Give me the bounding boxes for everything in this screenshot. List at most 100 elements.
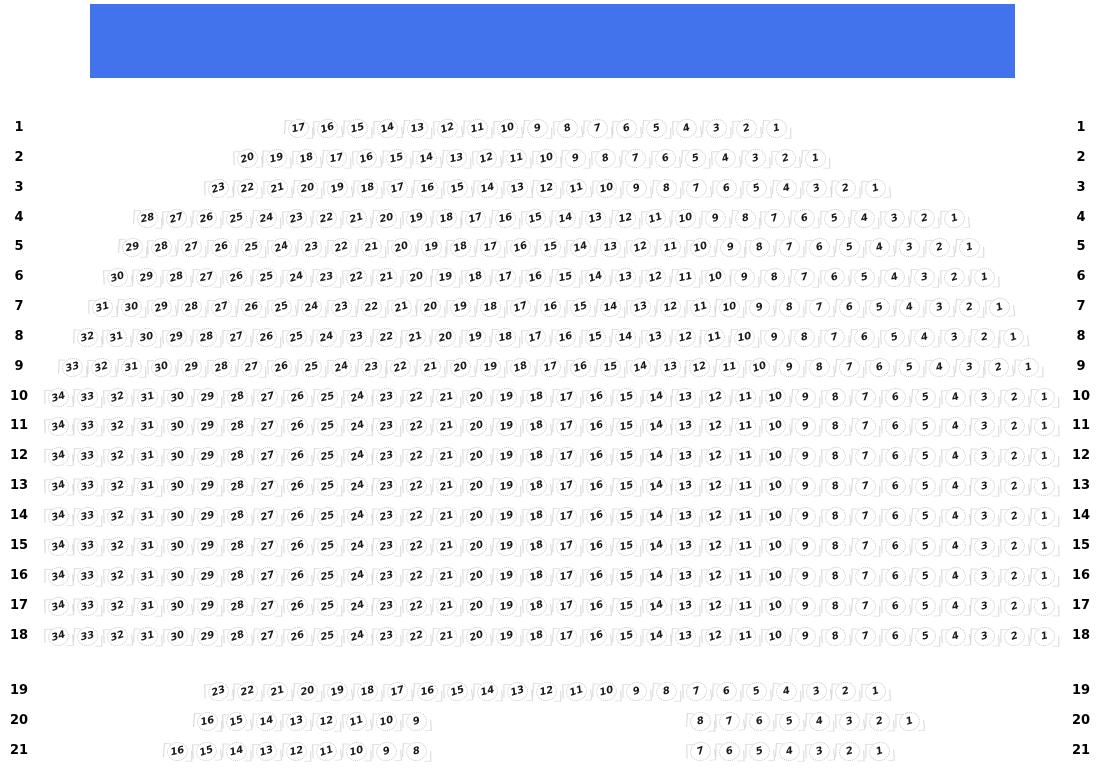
seat[interactable]: 10: [732, 325, 758, 349]
seat[interactable]: 8: [654, 679, 679, 703]
seat[interactable]: 16: [583, 623, 610, 649]
seat[interactable]: 21: [434, 624, 459, 648]
seat[interactable]: 9: [563, 146, 589, 170]
seat[interactable]: 32: [105, 593, 131, 619]
seat[interactable]: 24: [344, 443, 370, 469]
seat[interactable]: 14: [254, 709, 280, 733]
seat[interactable]: 20: [295, 679, 320, 703]
seat[interactable]: 21: [343, 205, 370, 231]
seat[interactable]: 16: [353, 145, 380, 171]
seat[interactable]: 15: [613, 414, 639, 438]
seat[interactable]: 6: [747, 709, 773, 733]
seat[interactable]: 12: [473, 145, 500, 171]
seat[interactable]: 17: [384, 175, 411, 201]
seat[interactable]: 22: [343, 264, 370, 290]
seat[interactable]: 2: [833, 679, 859, 703]
seat[interactable]: 24: [283, 264, 310, 290]
seat[interactable]: 1: [1000, 324, 1027, 350]
seat[interactable]: 21: [434, 444, 459, 468]
seat[interactable]: 25: [314, 474, 340, 498]
seat[interactable]: 4: [911, 325, 937, 349]
seat[interactable]: 12: [534, 679, 560, 703]
seat[interactable]: 11: [672, 265, 698, 289]
seat[interactable]: 11: [733, 534, 758, 558]
seat[interactable]: 3: [881, 205, 908, 231]
seat[interactable]: 25: [314, 444, 340, 468]
seat[interactable]: 8: [592, 145, 619, 171]
seat[interactable]: 30: [134, 325, 160, 349]
seat[interactable]: 26: [194, 206, 220, 230]
seat[interactable]: 5: [683, 146, 708, 170]
seat[interactable]: 6: [882, 533, 909, 559]
seat[interactable]: 6: [806, 234, 833, 260]
seat[interactable]: 12: [314, 709, 339, 733]
seat[interactable]: 33: [75, 534, 101, 558]
seat[interactable]: 16: [583, 563, 610, 589]
seat[interactable]: 21: [265, 175, 291, 201]
seat[interactable]: 6: [614, 115, 640, 141]
seat[interactable]: 22: [404, 443, 430, 469]
seat[interactable]: 25: [223, 205, 250, 231]
seat[interactable]: 34: [45, 593, 71, 619]
seat[interactable]: 29: [148, 294, 175, 320]
seat[interactable]: 12: [657, 295, 683, 319]
seat[interactable]: 34: [45, 503, 71, 529]
seat[interactable]: 19: [494, 504, 519, 528]
seat[interactable]: 2: [866, 709, 892, 733]
seat[interactable]: 14: [643, 503, 669, 529]
seat[interactable]: 24: [344, 384, 370, 410]
seat[interactable]: 29: [195, 414, 220, 438]
seat[interactable]: 16: [583, 473, 609, 499]
seat[interactable]: 18: [523, 593, 550, 619]
seat[interactable]: 32: [105, 473, 131, 499]
seat[interactable]: 21: [434, 504, 459, 528]
seat[interactable]: 17: [478, 235, 504, 259]
seat[interactable]: 31: [119, 355, 145, 379]
seat[interactable]: 5: [743, 678, 769, 704]
seat[interactable]: 18: [294, 145, 320, 171]
seat[interactable]: 1: [1032, 414, 1058, 438]
seat[interactable]: 14: [643, 623, 669, 649]
seat[interactable]: 5: [743, 175, 769, 201]
seat[interactable]: 2: [772, 145, 798, 171]
seat[interactable]: 4: [942, 593, 968, 619]
seat[interactable]: 8: [822, 443, 849, 469]
seat[interactable]: 6: [852, 325, 877, 349]
seat[interactable]: 33: [75, 444, 101, 468]
seat[interactable]: 12: [284, 739, 309, 763]
seat[interactable]: 20: [463, 384, 490, 410]
seat[interactable]: 30: [164, 563, 191, 589]
seat[interactable]: 4: [942, 503, 968, 529]
seat[interactable]: 32: [105, 413, 131, 439]
seat[interactable]: 18: [462, 264, 489, 290]
seat[interactable]: 22: [235, 176, 261, 200]
seat[interactable]: 14: [643, 593, 669, 619]
seat[interactable]: 29: [195, 564, 220, 588]
seat[interactable]: 30: [164, 623, 191, 649]
seat[interactable]: 16: [583, 384, 610, 410]
seat[interactable]: 32: [104, 563, 131, 589]
seat[interactable]: 10: [762, 413, 789, 439]
seat[interactable]: 20: [295, 176, 320, 200]
seat[interactable]: 2: [1001, 413, 1028, 439]
seat[interactable]: 18: [523, 384, 550, 410]
seat[interactable]: 23: [374, 534, 400, 558]
seat[interactable]: 21: [402, 324, 429, 350]
seat[interactable]: 25: [254, 265, 279, 289]
seat[interactable]: 7: [777, 235, 803, 259]
seat[interactable]: 8: [403, 739, 429, 763]
seat[interactable]: 6: [882, 593, 909, 619]
seat[interactable]: 21: [434, 564, 459, 588]
seat[interactable]: 5: [776, 708, 803, 734]
seat[interactable]: 26: [208, 234, 235, 260]
seat[interactable]: 28: [224, 533, 251, 559]
seat[interactable]: 1: [764, 116, 789, 140]
seat[interactable]: 30: [164, 503, 191, 529]
seat[interactable]: 23: [205, 678, 231, 704]
seat[interactable]: 26: [268, 354, 295, 380]
seat[interactable]: 5: [852, 265, 877, 289]
seat[interactable]: 2: [941, 264, 968, 290]
seat[interactable]: 13: [673, 504, 699, 528]
seat[interactable]: 12: [702, 443, 729, 469]
seat[interactable]: 7: [852, 504, 878, 528]
